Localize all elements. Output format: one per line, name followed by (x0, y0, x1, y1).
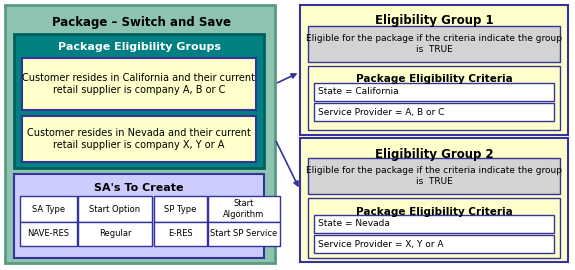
Bar (20, 222, 77, 246)
Bar (314, 235, 554, 253)
Text: Eligibility Group 1: Eligibility Group 1 (375, 14, 493, 27)
Text: Eligible for the package if the criteria indicate the group
is  TRUE: Eligible for the package if the criteria… (306, 166, 562, 186)
Bar (314, 103, 554, 121)
Bar (314, 83, 554, 101)
Text: Eligible for the package if the criteria indicate the group
is  TRUE: Eligible for the package if the criteria… (306, 34, 562, 54)
Bar (308, 66, 560, 130)
Bar (300, 138, 568, 262)
Text: Eligibility Group 2: Eligibility Group 2 (375, 148, 493, 161)
Bar (78, 222, 152, 246)
Bar (14, 34, 264, 168)
Text: Customer resides in Nevada and their current
retail supplier is company X, Y or : Customer resides in Nevada and their cur… (27, 128, 251, 150)
Text: State = California: State = California (318, 87, 398, 96)
Text: SA Type: SA Type (32, 204, 65, 214)
Bar (154, 222, 207, 246)
Text: Service Provider = X, Y or A: Service Provider = X, Y or A (318, 239, 443, 248)
Bar (208, 196, 280, 222)
Bar (22, 116, 256, 162)
Text: Service Provider = A, B or C: Service Provider = A, B or C (318, 107, 444, 116)
Bar (308, 198, 560, 258)
Bar (22, 58, 256, 110)
Text: Start Option: Start Option (90, 204, 140, 214)
Bar (300, 5, 568, 135)
Text: Regular: Regular (99, 230, 131, 238)
Text: SP Type: SP Type (164, 204, 197, 214)
Text: State = Nevada: State = Nevada (318, 220, 390, 228)
Bar (314, 215, 554, 233)
Bar (208, 222, 280, 246)
Bar (154, 196, 207, 222)
Text: Package Eligibility Groups: Package Eligibility Groups (58, 42, 220, 52)
Bar (5, 5, 275, 263)
Bar (308, 158, 560, 194)
Text: NAVE-RES: NAVE-RES (28, 230, 70, 238)
Bar (20, 196, 77, 222)
Text: Customer resides in California and their current
retail supplier is company A, B: Customer resides in California and their… (22, 73, 255, 95)
Text: E-RES: E-RES (168, 230, 193, 238)
Text: Package Eligibility Criteria: Package Eligibility Criteria (355, 207, 512, 217)
Text: Package – Switch and Save: Package – Switch and Save (52, 16, 232, 29)
Text: Package Eligibility Criteria: Package Eligibility Criteria (355, 74, 512, 84)
Bar (14, 174, 264, 258)
Bar (78, 196, 152, 222)
Text: SA's To Create: SA's To Create (94, 183, 184, 193)
Text: Start
Algorithm: Start Algorithm (223, 199, 264, 219)
Bar (308, 26, 560, 62)
Text: Start SP Service: Start SP Service (210, 230, 278, 238)
